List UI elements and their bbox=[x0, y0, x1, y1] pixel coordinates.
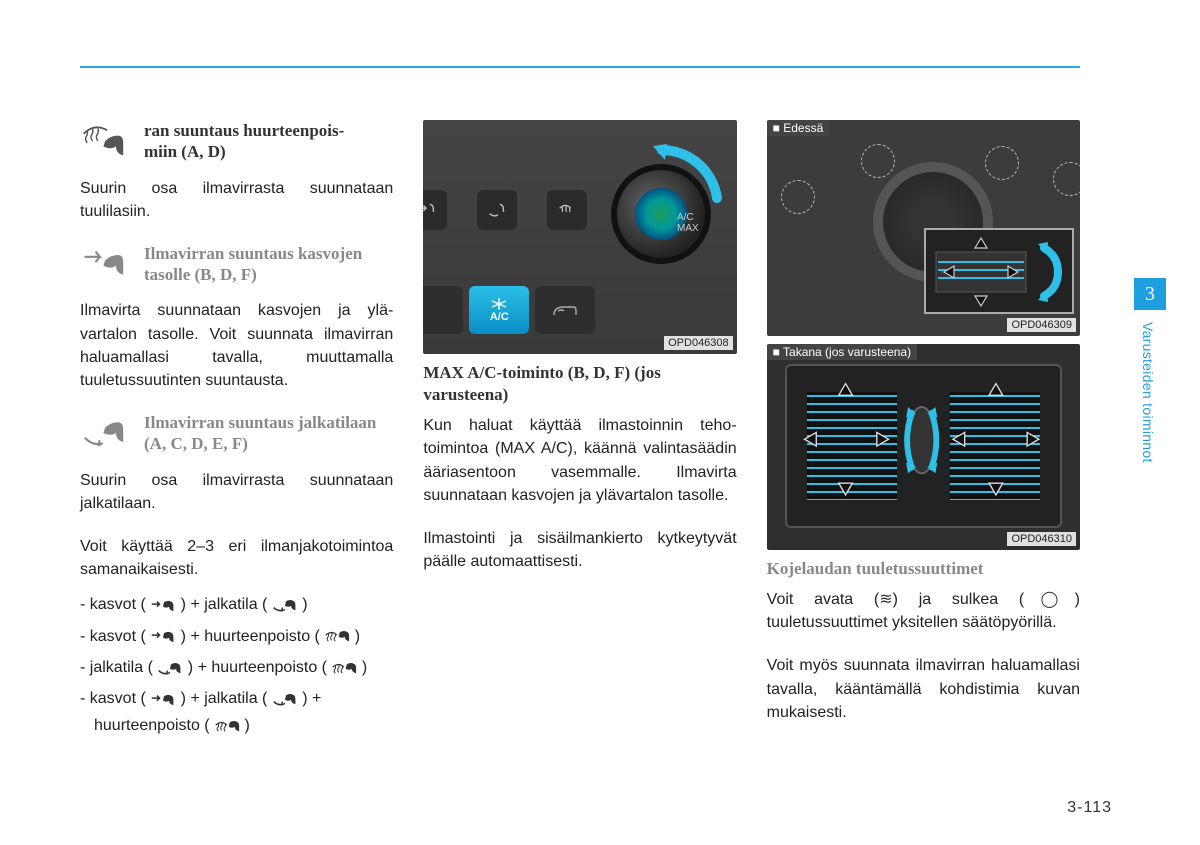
vent-marker-icon bbox=[861, 144, 895, 178]
top-divider bbox=[80, 66, 1080, 68]
combo-item: - kasvot ( ) + jalkatila ( ) + huurteenp… bbox=[80, 685, 393, 739]
section-defrost-body: Suurin osa ilmavirrasta suunnataan tuuli… bbox=[80, 177, 393, 223]
section-floor: Ilmavirran suuntaus jalkatilaan (A, C, D… bbox=[80, 412, 393, 455]
section-defrost: ran suuntaus huurteenpois- miin (A, D) bbox=[80, 120, 393, 163]
defrost-icon bbox=[331, 660, 357, 676]
chapter-tab: 3 bbox=[1134, 278, 1166, 310]
combo-list: - kasvot ( ) + jalkatila ( ) - kasvot ( )… bbox=[80, 591, 393, 739]
face-icon bbox=[150, 691, 176, 707]
section-face: Ilmavirran suuntaus kasvojen tasolle (B,… bbox=[80, 243, 393, 286]
page-content: ran suuntaus huurteenpois- miin (A, D) S… bbox=[80, 120, 1080, 744]
max-ac-title: MAX A/C-toiminto (B, D, F) (jos varustee… bbox=[423, 362, 736, 406]
floor-icon bbox=[272, 597, 298, 613]
snowflake-icon bbox=[489, 297, 509, 311]
vents-body-1: Voit avata (≋) ja sulkea (◯) tuuletussuu… bbox=[767, 588, 1080, 634]
section-floor-title: Ilmavirran suuntaus jalkatilaan (A, C, D… bbox=[144, 412, 393, 455]
combo-item: - kasvot ( ) + jalkatila ( ) bbox=[80, 591, 393, 618]
mode-floor-icon bbox=[477, 190, 517, 230]
floor-level-icon bbox=[80, 413, 134, 453]
figure-code: OPD046310 bbox=[1007, 532, 1076, 546]
recirc-icon bbox=[550, 301, 580, 319]
floor-icon bbox=[157, 660, 183, 676]
dial-label: A/C MAX bbox=[677, 212, 699, 234]
section-floor-body: Suurin osa ilmavirrasta suunnataan jalka… bbox=[80, 469, 393, 515]
max-ac-body-1: Kun haluat käyttää ilmastoinnin teho-toi… bbox=[423, 414, 736, 507]
section-face-title: Ilmavirran suuntaus kasvojen tasolle (B,… bbox=[144, 243, 393, 286]
combo-item: - kasvot ( ) + huurteenpoisto ( ) bbox=[80, 623, 393, 650]
figure-max-ac: A/C MAX A/C OPD046308 bbox=[423, 120, 736, 354]
figure-front-vents: ■ Edessä OPD046309 bbox=[767, 120, 1080, 336]
defrost-floor-icon bbox=[80, 121, 134, 161]
face-level-icon bbox=[80, 244, 134, 284]
figure-code: OPD046309 bbox=[1007, 318, 1076, 332]
page-number: 3-113 bbox=[1067, 799, 1112, 817]
section-defrost-title: ran suuntaus huurteenpois- miin (A, D) bbox=[144, 120, 344, 163]
figure-rear-vents: ■ Takana (jos varusteena) bbox=[767, 344, 1080, 550]
rear-button[interactable] bbox=[423, 286, 463, 334]
section-face-body: Ilmavirta suunnataan kasvojen ja ylä-var… bbox=[80, 299, 393, 392]
mode-defrost-icon bbox=[547, 190, 587, 230]
combo-intro: Voit käyttää 2–3 eri ilmanjakotoimintoa … bbox=[80, 535, 393, 581]
mode-face-icon bbox=[423, 190, 446, 230]
max-ac-body-2: Ilmastointi ja sisäilmankierto kytkeytyv… bbox=[423, 527, 736, 573]
chapter-label: Varusteiden toiminnot bbox=[1140, 322, 1156, 463]
vent-marker-icon bbox=[1053, 162, 1080, 196]
vent-marker-icon bbox=[781, 180, 815, 214]
floor-icon bbox=[272, 691, 298, 707]
vents-body-2: Voit myös suunnata ilmavirran haluamalla… bbox=[767, 654, 1080, 724]
vent-inset bbox=[924, 228, 1074, 314]
rear-vent-panel bbox=[785, 364, 1062, 528]
column-3: ■ Edessä OPD046309 bbox=[767, 120, 1080, 744]
recirc-button[interactable] bbox=[535, 286, 595, 334]
face-icon bbox=[150, 628, 176, 644]
defrost-icon bbox=[324, 628, 350, 644]
ac-button-label: A/C bbox=[490, 311, 509, 323]
close-symbol-icon: ◯ bbox=[1024, 591, 1074, 608]
rear-label: ■ Takana (jos varusteena) bbox=[767, 344, 917, 360]
front-label: ■ Edessä bbox=[767, 120, 830, 136]
open-symbol-icon: ≋ bbox=[879, 591, 892, 608]
face-icon bbox=[150, 597, 176, 613]
ac-button[interactable]: A/C bbox=[469, 286, 529, 334]
vent-marker-icon bbox=[985, 146, 1019, 180]
vents-title: Kojelaudan tuuletussuuttimet bbox=[767, 558, 1080, 580]
combo-item: - jalkatila ( ) + huurteenpoisto ( ) bbox=[80, 654, 393, 681]
mode-buttons bbox=[423, 190, 586, 230]
column-1: ran suuntaus huurteenpois- miin (A, D) S… bbox=[80, 120, 393, 744]
figure-code: OPD046308 bbox=[664, 336, 733, 350]
defrost-icon bbox=[214, 718, 240, 734]
column-2: A/C MAX A/C OPD046308 MAX A/C-toiminto (… bbox=[423, 120, 736, 744]
